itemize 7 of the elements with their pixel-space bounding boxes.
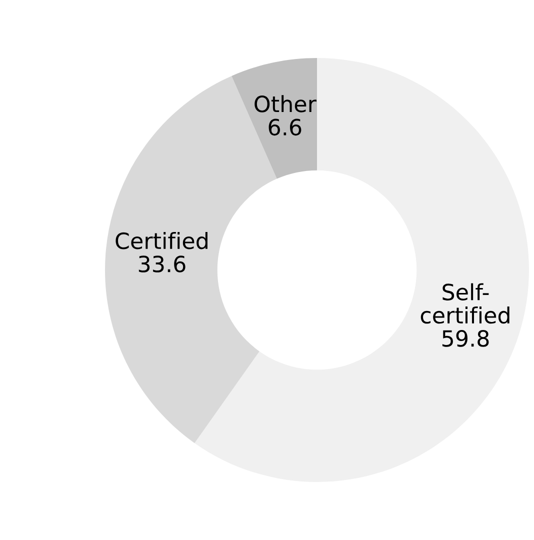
data-label: 59.8 (442, 330, 489, 347)
slice-label: Other (254, 95, 316, 112)
data-label: 33.6 (138, 256, 186, 272)
slice-label: Self- certified (420, 283, 510, 324)
donut-slice (232, 58, 317, 179)
slice-label: Certified (116, 232, 208, 250)
data-label: 6.6 (268, 118, 302, 136)
